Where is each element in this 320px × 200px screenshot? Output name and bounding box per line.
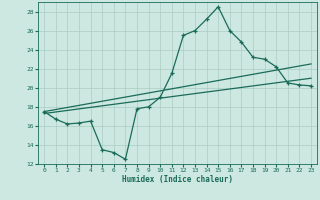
X-axis label: Humidex (Indice chaleur): Humidex (Indice chaleur) — [122, 175, 233, 184]
